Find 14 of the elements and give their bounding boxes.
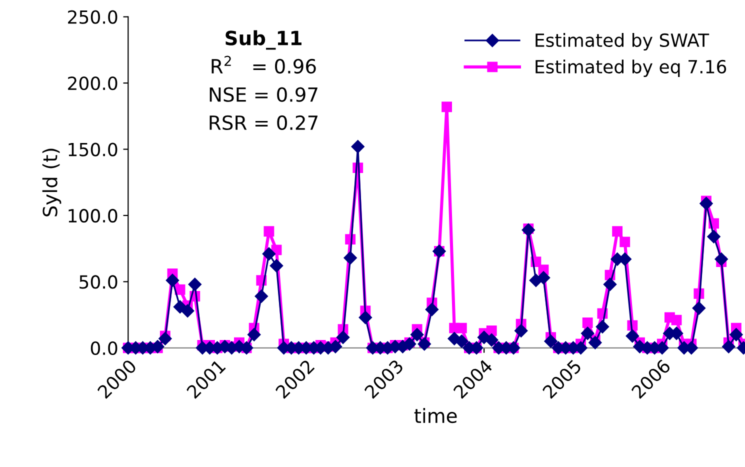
y-tick-label: 250.0 [68,10,118,24]
text: R$^{2}$ = 0.96 [212,56,316,74]
y-tick-label: 50.0 [80,275,118,289]
x-axis-title: time [414,408,457,424]
legend-label: Estimated by SWAT [536,33,710,51]
annotation: RSR = 0.27 [210,115,318,130]
y-axis-title: Syld (t) [42,148,62,216]
legend-label: Estimated by eq 7.16 [536,60,726,78]
y-tick-label: 0.0 [90,341,118,356]
y-tick-label: 100.0 [68,208,118,223]
y-tick-label: 150.0 [68,142,118,156]
annotation: Sub_11 [226,30,302,50]
annotation: NSE = 0.97 [210,87,318,102]
y-tick-label: 200.0 [68,76,118,90]
